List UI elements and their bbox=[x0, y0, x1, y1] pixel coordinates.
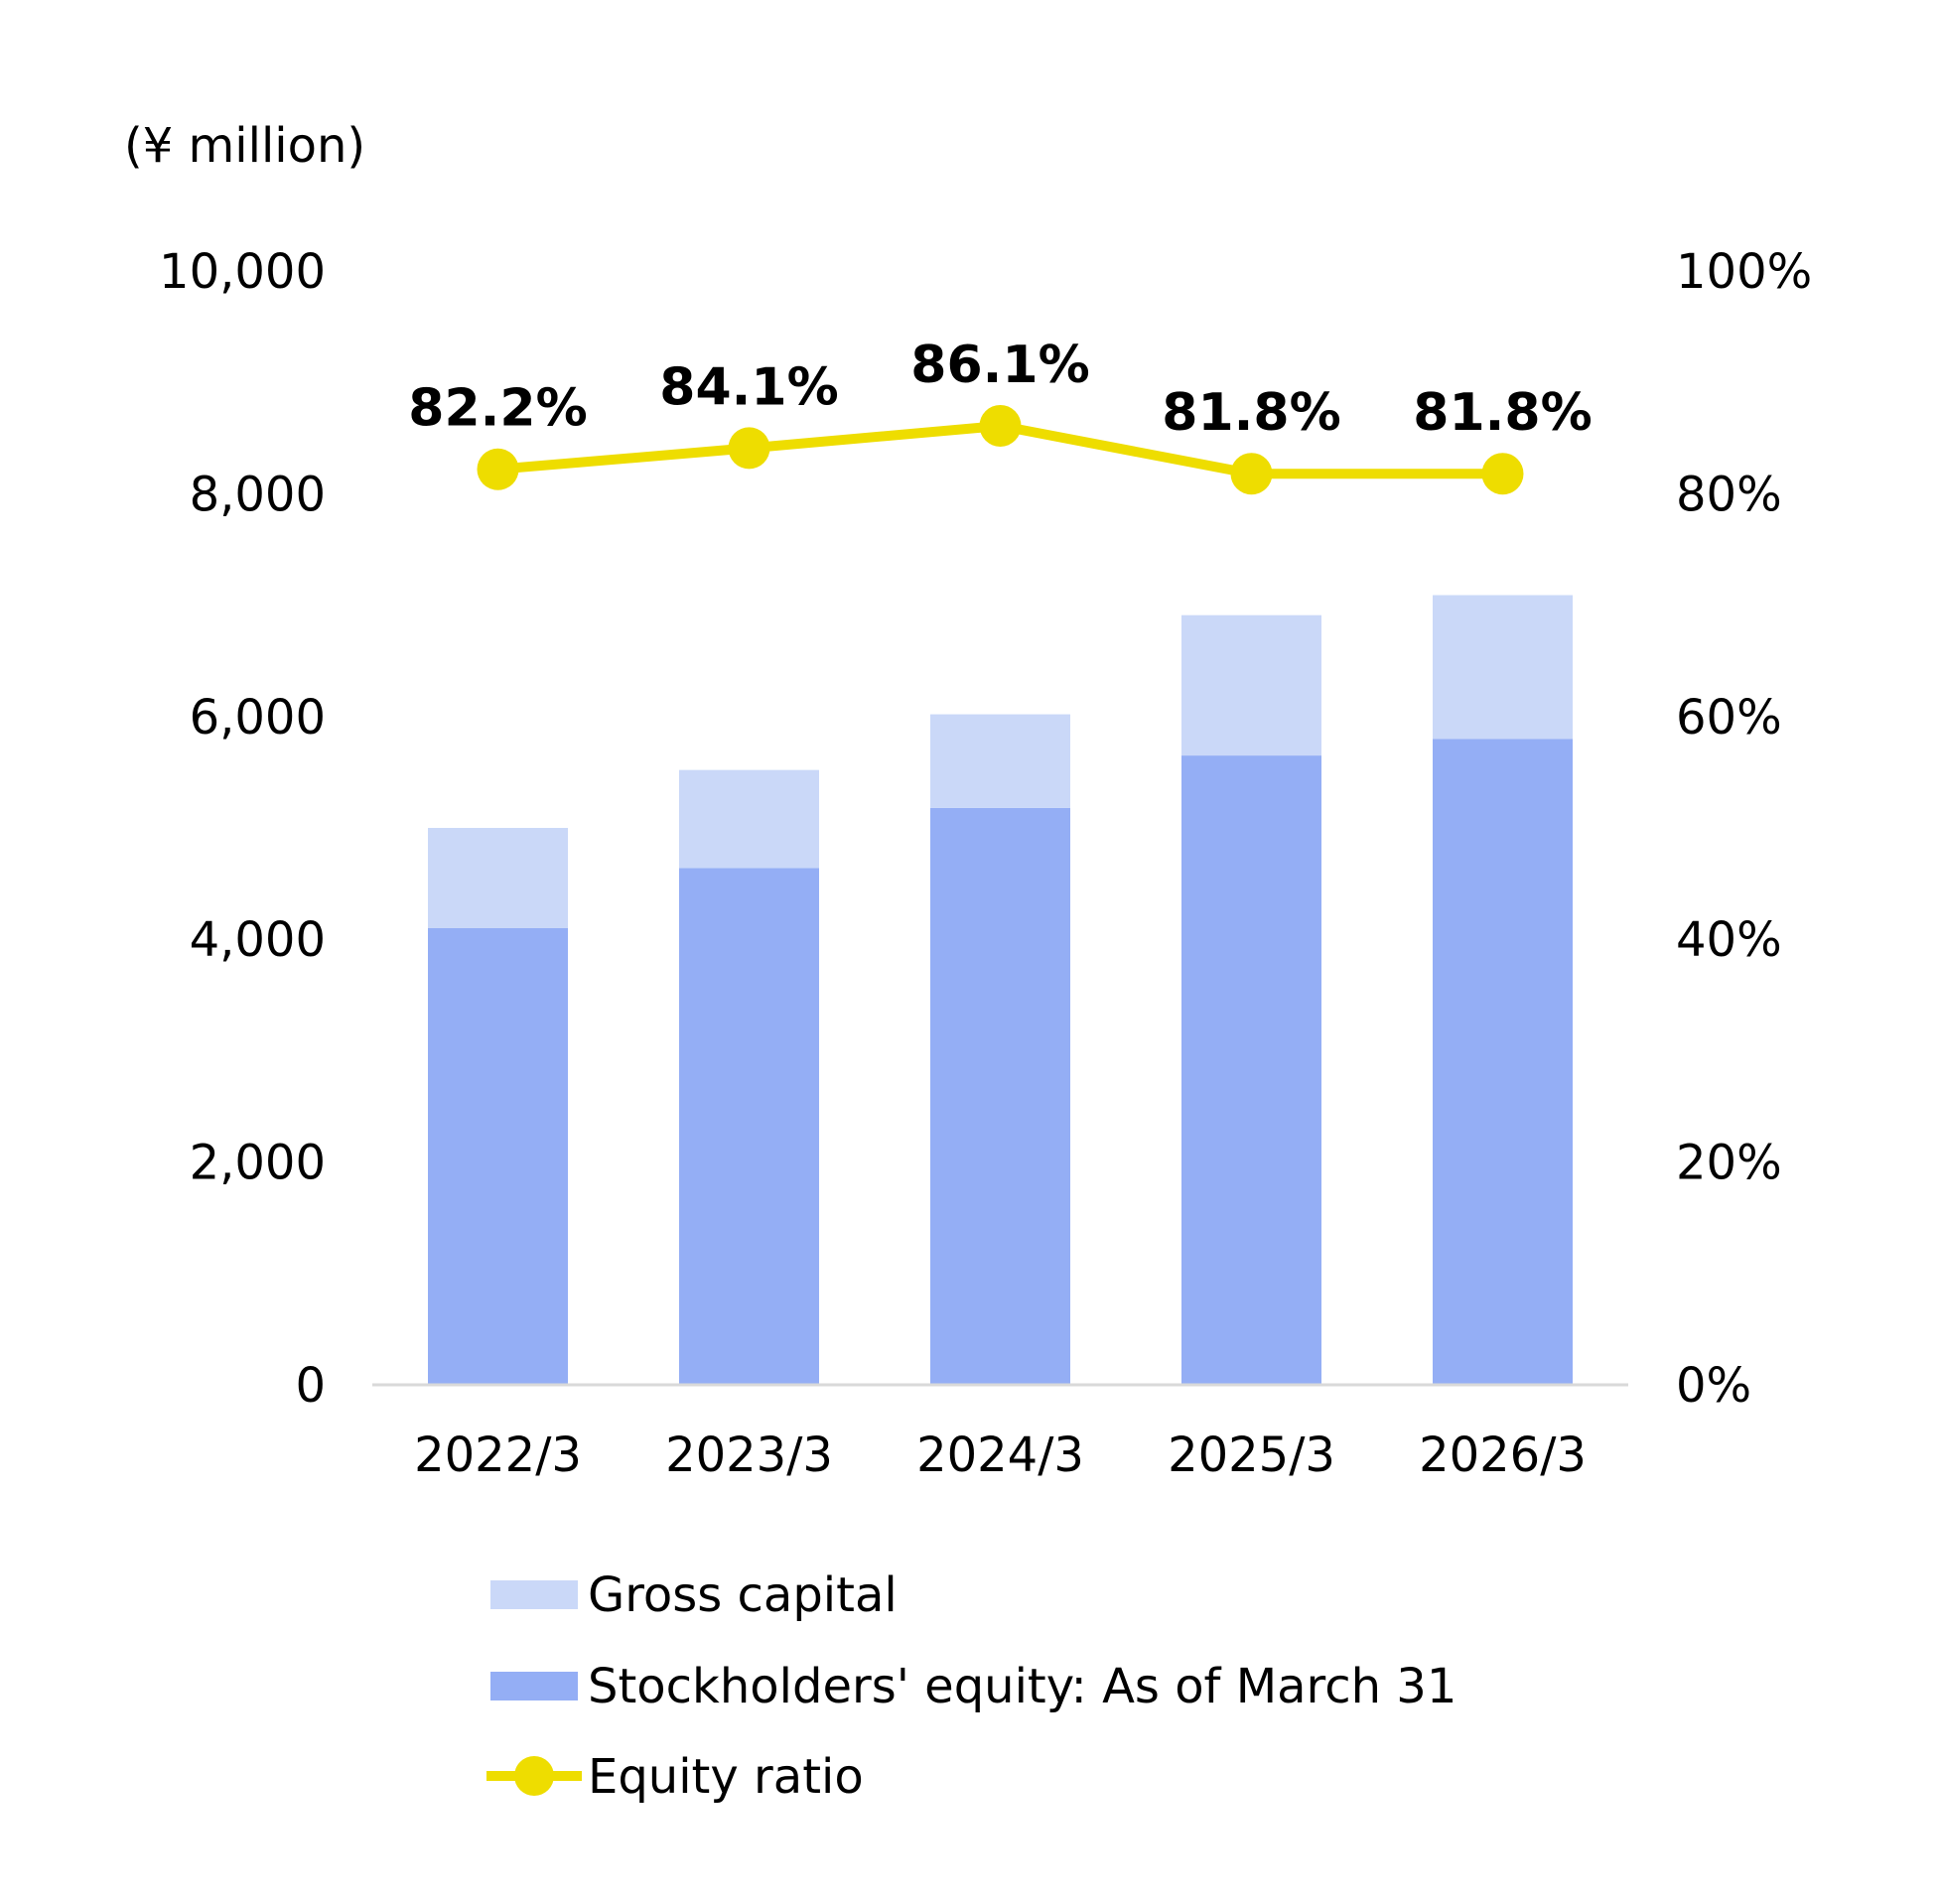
legend-label-stockholders-equity: Stockholders' equity: As of March 31 bbox=[588, 1659, 1456, 1714]
legend-swatch-equity-ratio-marker bbox=[514, 1756, 554, 1796]
right-tick-label: 0% bbox=[1676, 1358, 1751, 1414]
bar-stockholders-equity-as-of-march-31 bbox=[1181, 755, 1321, 1385]
bar-gross-capital bbox=[1433, 595, 1573, 740]
x-axis-ticks: 2022/3 2023/3 2024/3 2025/3 2026/3 bbox=[414, 1428, 1587, 1483]
right-tick-label: 100% bbox=[1676, 244, 1812, 300]
bar-gross-capital bbox=[679, 769, 819, 869]
legend-swatch-stockholders-equity bbox=[490, 1672, 578, 1700]
equity-ratio-data-label: 82.2% bbox=[408, 379, 587, 439]
left-axis-ticks: 0 2,000 4,000 6,000 8,000 10,000 bbox=[159, 244, 326, 1414]
legend: Gross capital Stockholders' equity: As o… bbox=[486, 1567, 1456, 1805]
x-tick-label: 2023/3 bbox=[665, 1428, 833, 1483]
bar-gross-capital bbox=[930, 714, 1070, 808]
equity-ratio-labels: 82.2% 84.1% 86.1% 81.8% 81.8% bbox=[408, 336, 1592, 443]
left-tick-label: 6,000 bbox=[190, 690, 326, 746]
right-tick-label: 40% bbox=[1676, 912, 1782, 968]
equity-ratio-data-label: 84.1% bbox=[659, 357, 838, 417]
legend-label-equity-ratio: Equity ratio bbox=[588, 1749, 864, 1805]
left-tick-label: 0 bbox=[295, 1358, 326, 1414]
x-tick-label: 2022/3 bbox=[414, 1428, 582, 1483]
bar-stockholders-equity-as-of-march-31 bbox=[930, 807, 1070, 1385]
equity-ratio-line bbox=[477, 404, 1524, 495]
equity-ratio-data-label: 81.8% bbox=[1162, 383, 1340, 443]
x-tick-label: 2025/3 bbox=[1168, 1428, 1335, 1483]
right-tick-label: 20% bbox=[1676, 1136, 1782, 1191]
x-tick-label: 2024/3 bbox=[916, 1428, 1084, 1483]
equity-ratio-point bbox=[477, 448, 519, 490]
equity-ratio-point bbox=[1481, 453, 1524, 495]
equity-ratio-point bbox=[728, 427, 770, 470]
legend-label-gross-capital: Gross capital bbox=[588, 1567, 898, 1623]
right-tick-label: 60% bbox=[1676, 690, 1782, 746]
equity-ratio-data-label: 86.1% bbox=[910, 336, 1089, 395]
bar-gross-capital bbox=[1181, 614, 1321, 756]
right-axis-ticks: 0% 20% 40% 60% 80% 100% bbox=[1676, 244, 1812, 1414]
left-tick-label: 10,000 bbox=[159, 244, 326, 300]
left-tick-label: 4,000 bbox=[190, 912, 326, 968]
equity-ratio-point bbox=[979, 404, 1022, 447]
left-tick-label: 2,000 bbox=[190, 1136, 326, 1191]
right-tick-label: 80% bbox=[1676, 467, 1782, 522]
equity-ratio-point bbox=[1230, 453, 1273, 495]
x-tick-label: 2026/3 bbox=[1419, 1428, 1587, 1483]
equity-ratio-data-label: 81.8% bbox=[1413, 383, 1592, 443]
bar-stockholders-equity-as-of-march-31 bbox=[679, 868, 819, 1385]
bar-stockholders-equity-as-of-march-31 bbox=[1433, 739, 1573, 1385]
unit-label: (¥ million) bbox=[124, 118, 365, 174]
bar-stockholders-equity-as-of-march-31 bbox=[428, 927, 568, 1385]
left-tick-label: 8,000 bbox=[190, 467, 326, 522]
bar-gross-capital bbox=[428, 828, 568, 928]
bars bbox=[428, 595, 1573, 1385]
legend-swatch-gross-capital bbox=[490, 1580, 578, 1609]
